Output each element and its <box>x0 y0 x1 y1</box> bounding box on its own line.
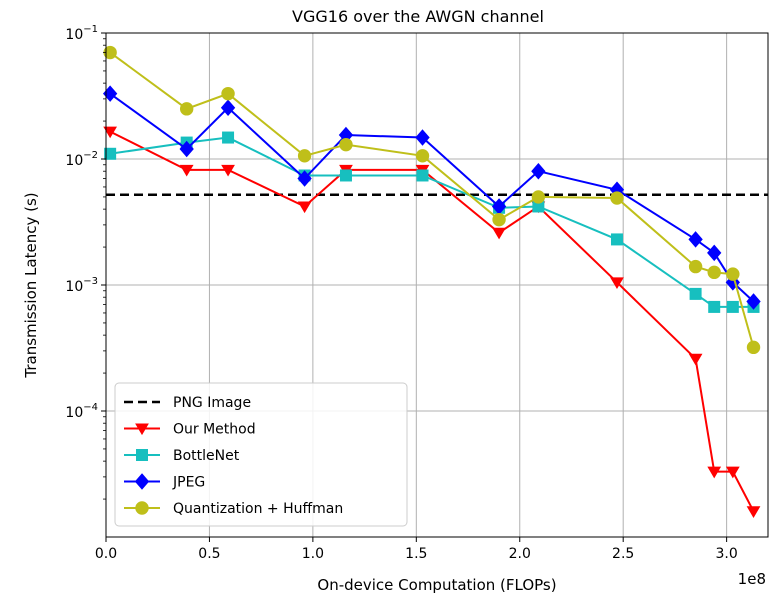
legend-label: BottleNet <box>173 448 240 464</box>
legend-label: JPEG <box>172 475 205 491</box>
data-point <box>220 99 236 117</box>
data-point <box>707 265 721 280</box>
legend: PNG Image Our Method BottleNet JPEG Quantiza… <box>114 382 408 527</box>
x-tick-label: 0.0 <box>95 546 117 562</box>
x-tick-label: 2.0 <box>509 546 531 562</box>
data-point <box>531 190 546 204</box>
data-point <box>726 300 739 313</box>
x-tick-label: 0.5 <box>198 546 220 562</box>
legend-label: Quantization + Huffman <box>173 501 343 517</box>
data-point <box>416 169 429 182</box>
series-line <box>109 92 755 303</box>
data-point <box>339 137 353 152</box>
data-point <box>297 201 312 214</box>
x-tick-label: 1.5 <box>405 546 427 562</box>
legend-marker <box>136 449 148 461</box>
data-point <box>746 506 761 518</box>
data-point <box>725 466 740 479</box>
y-tick-label: 10−2 <box>65 150 98 169</box>
legend-item: JPEG <box>124 473 205 491</box>
data-point <box>689 287 702 300</box>
data-point <box>610 277 624 290</box>
data-point <box>222 131 235 144</box>
series-group <box>102 45 761 518</box>
x-axis-label: On-device Computation (FLOPs) <box>317 576 556 594</box>
data-point <box>297 149 312 163</box>
data-point <box>688 259 703 274</box>
data-point <box>708 300 721 313</box>
legend-box <box>114 382 408 527</box>
data-point <box>179 140 194 158</box>
data-point <box>103 126 118 139</box>
data-point <box>415 129 430 146</box>
legend-item: Quantization + Huffman <box>124 501 343 517</box>
data-point <box>746 340 761 355</box>
y-tick-label: 10−4 <box>65 402 98 421</box>
y-tick-label: 10−3 <box>65 276 98 295</box>
data-point <box>688 353 703 366</box>
data-point <box>339 169 352 182</box>
x-tick-label: 1.0 <box>302 546 324 562</box>
data-point <box>492 227 506 240</box>
series-line <box>109 51 755 348</box>
data-point <box>221 86 235 101</box>
legend-item: Our Method <box>124 422 256 438</box>
data-point <box>707 244 722 262</box>
data-point <box>610 233 623 246</box>
y-tick-label: 10−1 <box>65 24 98 43</box>
x-axis-ticks: 0.0 0.5 1.0 1.5 2.0 2.5 3.0 <box>95 537 738 562</box>
data-point <box>179 164 194 177</box>
legend-marker <box>135 423 149 436</box>
data-point <box>297 170 312 187</box>
legend-item: BottleNet <box>124 448 240 464</box>
chart-title: VGG16 over the AWGN channel <box>292 7 544 26</box>
y-axis-label: Transmission Latency (s) <box>22 192 40 378</box>
legend-item: PNG Image <box>124 395 251 411</box>
data-point <box>221 164 235 177</box>
data-point <box>415 149 430 163</box>
series-quantization-huffman <box>103 45 761 355</box>
y-axis-ticks: 10−4 10−3 10−2 10−1 <box>65 24 106 500</box>
series-jpeg <box>102 85 761 310</box>
legend-marker <box>135 501 149 515</box>
x-offset-label: 1e8 <box>738 570 766 588</box>
data-point <box>179 102 194 116</box>
data-point <box>531 162 546 180</box>
data-point <box>104 147 117 160</box>
data-point <box>688 231 703 248</box>
data-point <box>707 466 722 479</box>
legend-label: PNG Image <box>173 395 251 411</box>
data-point <box>726 267 740 281</box>
x-tick-label: 3.0 <box>715 546 737 562</box>
legend-label: Our Method <box>173 422 256 438</box>
data-point <box>492 212 506 227</box>
data-point <box>610 191 624 205</box>
data-point <box>746 293 761 310</box>
x-tick-label: 2.5 <box>612 546 634 562</box>
legend-marker <box>134 473 150 490</box>
